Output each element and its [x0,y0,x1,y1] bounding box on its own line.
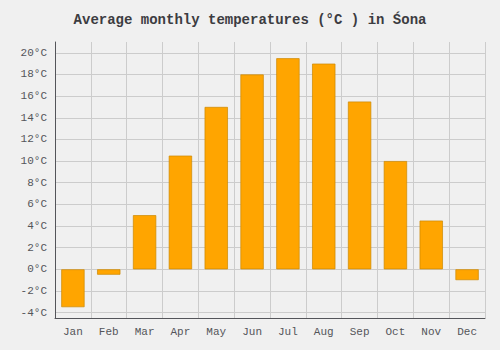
svg-text:12°C: 12°C [21,133,48,145]
svg-text:May: May [206,326,226,338]
svg-text:Aug: Aug [314,326,334,338]
svg-text:6°C: 6°C [27,198,47,210]
svg-text:Jan: Jan [63,326,83,338]
svg-text:Dec: Dec [457,326,477,338]
svg-text:20°C: 20°C [21,47,48,59]
svg-text:Jul: Jul [278,326,298,338]
svg-text:Nov: Nov [421,326,441,338]
svg-text:4°C: 4°C [27,220,47,232]
svg-text:Apr: Apr [171,326,191,338]
svg-text:10°C: 10°C [21,155,48,167]
svg-text:Oct: Oct [386,326,406,338]
svg-text:Feb: Feb [99,326,119,338]
svg-text:16°C: 16°C [21,90,48,102]
svg-text:18°C: 18°C [21,68,48,80]
svg-text:0°C: 0°C [27,263,47,275]
svg-text:Jun: Jun [242,326,262,338]
svg-text:Average monthly temperatures (: Average monthly temperatures (°C ) in Śo… [74,11,427,28]
svg-text:2°C: 2°C [27,242,47,254]
svg-text:8°C: 8°C [27,177,47,189]
svg-text:Mar: Mar [135,326,155,338]
svg-text:Sep: Sep [350,326,370,338]
svg-text:-2°C: -2°C [21,285,48,297]
svg-text:14°C: 14°C [21,112,48,124]
svg-text:-4°C: -4°C [21,307,48,319]
